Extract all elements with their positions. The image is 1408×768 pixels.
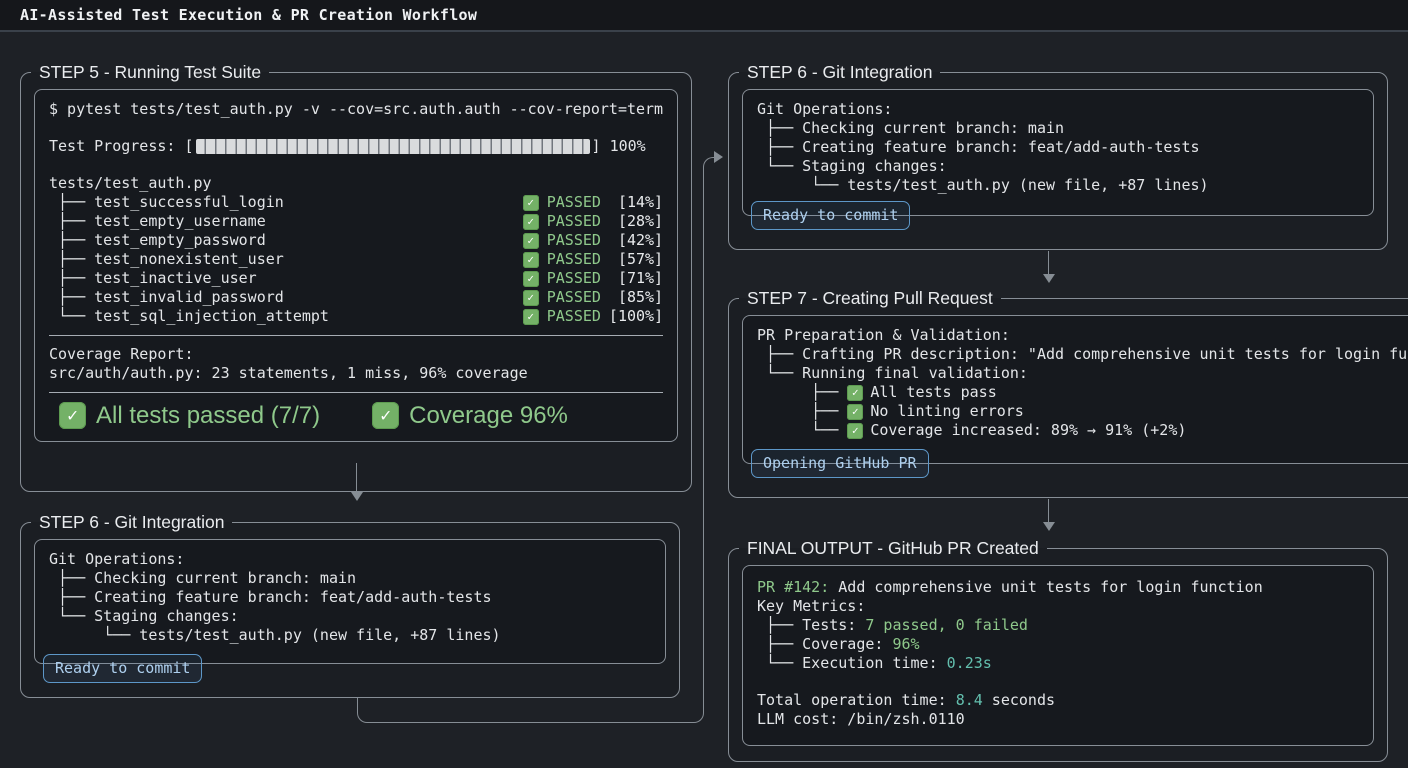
arrow-down-step5-to-step6 <box>356 463 357 493</box>
test-status: PASSED <box>546 307 601 325</box>
pr-validation-line: └── Running final validation: <box>757 364 1028 382</box>
coverage-line: src/auth/auth.py: 23 statements, 1 miss,… <box>49 364 528 382</box>
ready-to-commit-button[interactable]: Ready to commit <box>751 201 911 230</box>
step6-right-title: STEP 6 - Git Integration <box>747 62 933 82</box>
ready-to-commit-button[interactable]: Ready to commit <box>43 654 203 683</box>
arrow-right-icon <box>714 151 723 163</box>
summary-coverage: Coverage 96% <box>372 402 568 429</box>
git-operations-heading: Git Operations: <box>49 550 185 568</box>
check-icon <box>847 384 864 401</box>
git-branch-line: ├── Checking current branch: main <box>757 119 1065 137</box>
step6-left-title: STEP 6 - Git Integration <box>39 512 225 532</box>
arrow-down-step7-to-final <box>1048 499 1049 523</box>
git-branch-line: ├── Checking current branch: main <box>49 569 357 587</box>
key-metrics-heading: Key Metrics: <box>757 597 866 615</box>
test-row: ├── test_empty_password PASSED[42%] <box>49 231 663 250</box>
progress-value <box>601 137 610 156</box>
git-operations-heading: Git Operations: <box>757 100 893 118</box>
header-bar: AI-Assisted Test Execution & PR Creation… <box>0 0 1408 32</box>
step7-panel: STEP 7 - Creating Pull Request PR Prepar… <box>728 288 1408 498</box>
test-percent: [57%] <box>617 250 664 268</box>
check-icon <box>522 308 539 325</box>
git-file-line: └── tests/test_auth.py (new file, +87 li… <box>757 176 1209 194</box>
test-status: PASSED <box>546 193 601 211</box>
git-feature-line: ├── Creating feature branch: feat/add-au… <box>49 588 492 606</box>
test-row: ├── test_inactive_user PASSED[71%] <box>49 269 663 288</box>
validation-item: ├── No linting errors <box>757 402 1407 421</box>
connector-step6-to-step6 <box>703 157 717 698</box>
git-feature-line: ├── Creating feature branch: feat/add-au… <box>757 138 1200 156</box>
pr-prep-heading: PR Preparation & Validation: <box>757 326 1010 344</box>
test-percent: [71%] <box>617 269 664 287</box>
llm-cost-line: LLM cost: /bin/zsh.0110 <box>757 710 965 728</box>
coverage-heading: Coverage Report: <box>49 345 194 363</box>
test-file-name: tests/test_auth.py <box>49 174 212 192</box>
check-icon <box>522 194 539 211</box>
git-staging-line: └── Staging changes: <box>49 607 239 625</box>
test-summary: All tests passed (7/7) Coverage 96% <box>49 402 663 429</box>
step7-terminal: PR Preparation & Validation: ├── Craftin… <box>742 315 1408 478</box>
arrow-down-icon <box>1043 274 1055 283</box>
test-percent: [14%] <box>617 193 664 211</box>
metric-exec-time: └── Execution time: 0.23s <box>757 654 992 672</box>
check-icon <box>847 422 864 439</box>
test-status: PASSED <box>546 250 601 268</box>
arrow-down-icon <box>351 492 363 501</box>
divider <box>49 335 664 336</box>
test-row: └── test_sql_injection_attempt PASSED[10… <box>49 307 663 326</box>
test-status: PASSED <box>546 288 601 306</box>
pr-number-line: PR #142: Add comprehensive unit tests fo… <box>757 578 1263 596</box>
check-icon <box>522 251 539 268</box>
test-row: ├── test_successful_login PASSED[14%] <box>49 193 663 212</box>
progress-bar <box>195 139 590 154</box>
check-icon <box>522 213 539 230</box>
step5-terminal: $ pytest tests/test_auth.py -v --cov=src… <box>34 89 679 442</box>
check-icon <box>59 402 86 429</box>
connector-step6-bottom <box>357 698 704 723</box>
pytest-command: $ pytest tests/test_auth.py -v --cov=src… <box>49 100 664 118</box>
step6-right-terminal: Git Operations: ├── Checking current bra… <box>742 89 1374 230</box>
step6-left-panel: STEP 6 - Git Integration Git Operations:… <box>20 512 680 698</box>
git-file-line: └── tests/test_auth.py (new file, +87 li… <box>49 626 501 644</box>
test-status: PASSED <box>546 212 601 230</box>
validation-item: └── Coverage increased: 89% → 91% (+2%) <box>757 421 1407 440</box>
metric-coverage: ├── Coverage: 96% <box>757 635 920 653</box>
step7-title: STEP 7 - Creating Pull Request <box>747 288 993 308</box>
test-row: ├── test_nonexistent_user PASSED[57%] <box>49 250 663 269</box>
check-icon <box>522 270 539 287</box>
metric-tests: ├── Tests: 7 passed, 0 failed <box>757 616 1028 634</box>
check-icon <box>372 402 400 429</box>
progress-label: Test Progress: <box>49 137 185 155</box>
arrow-down-step6-to-step7 <box>1048 251 1049 275</box>
test-status: PASSED <box>546 269 601 287</box>
test-row: ├── test_empty_username PASSED[28%] <box>49 212 663 231</box>
final-output-title: FINAL OUTPUT - GitHub PR Created <box>747 538 1039 558</box>
test-status: PASSED <box>546 231 601 249</box>
arrow-down-icon <box>1043 522 1055 531</box>
test-progress-row: Test Progress: [] 100% <box>49 137 646 156</box>
git-staging-line: └── Staging changes: <box>757 157 947 175</box>
check-icon <box>522 232 539 249</box>
page-title: AI-Assisted Test Execution & PR Creation… <box>20 5 478 24</box>
step5-title: STEP 5 - Running Test Suite <box>39 62 262 82</box>
final-output-panel: FINAL OUTPUT - GitHub PR Created PR #142… <box>728 538 1388 762</box>
check-icon <box>847 403 864 420</box>
test-row: ├── test_invalid_password PASSED[85%] <box>49 288 663 307</box>
opening-github-pr-button[interactable]: Opening GitHub PR <box>751 449 929 478</box>
pr-crafting-line: ├── Crafting PR description: "Add compre… <box>757 345 1408 363</box>
test-percent: [28%] <box>617 212 664 230</box>
step6-left-terminal: Git Operations: ├── Checking current bra… <box>34 539 666 683</box>
summary-tests: All tests passed (7/7) <box>59 402 320 429</box>
step6-right-panel: STEP 6 - Git Integration Git Operations:… <box>728 62 1388 250</box>
test-percent: [100%] <box>608 307 664 325</box>
validation-item: ├── All tests pass <box>757 383 1407 402</box>
test-percent: [85%] <box>617 288 664 306</box>
step5-panel: STEP 5 - Running Test Suite $ pytest tes… <box>20 62 693 492</box>
divider <box>49 392 664 393</box>
test-percent: [42%] <box>617 231 664 249</box>
final-output-terminal: PR #142: Add comprehensive unit tests fo… <box>742 565 1374 746</box>
total-time-line: Total operation time: 8.4 seconds <box>757 691 1056 709</box>
check-icon <box>522 289 539 306</box>
